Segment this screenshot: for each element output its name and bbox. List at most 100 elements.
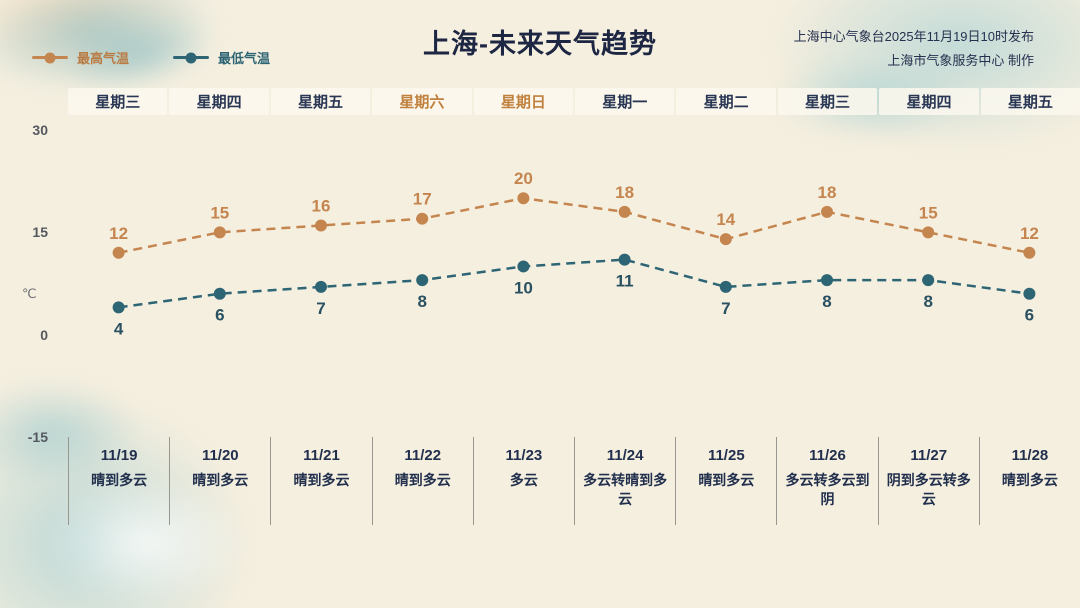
forecast-date: 11/26: [809, 447, 846, 464]
data-point: [618, 253, 631, 266]
legend-label-high: 最高气温: [77, 51, 130, 66]
forecast-weather: 多云转多云到阴: [785, 472, 870, 507]
forecast-weather: 晴到多云: [91, 472, 148, 488]
y-axis-tick: 0: [40, 327, 48, 343]
weekday-cell: 星期日: [473, 88, 574, 115]
data-point-label: 7: [721, 299, 730, 318]
weekday-cell: 星期二: [676, 88, 776, 115]
forecast-weather: 多云: [509, 472, 538, 488]
data-point-label: 18: [818, 183, 837, 202]
forecast-weather: 多云转晴到多云: [583, 472, 668, 507]
data-point: [1023, 246, 1036, 259]
y-axis-tick: -15: [27, 429, 48, 445]
data-point: [922, 226, 935, 239]
forecast-date: 11/23: [505, 447, 543, 464]
forecast-weather: 阴到多云转多云: [886, 472, 971, 507]
weekday-cell: 星期三: [68, 88, 168, 115]
forecast-cell: 11/25 晴到多云: [675, 437, 776, 525]
forecast-date: 11/20: [201, 447, 239, 464]
data-point-label: 10: [514, 278, 533, 297]
forecast-weather: 晴到多云: [394, 472, 451, 488]
data-point: [315, 280, 327, 293]
forecast-weather: 晴到多云: [698, 472, 755, 488]
weekday-cell: 星期三: [777, 88, 878, 115]
forecast-date: 11/21: [303, 447, 340, 464]
data-point: [922, 274, 935, 287]
page-title: 上海-未来天气趋势: [423, 29, 657, 59]
data-point: [517, 260, 530, 273]
weekday-row: 星期三 星期四 星期五 星期六 星期日 星期一 星期二 星期三 星期四 星期五: [68, 88, 1080, 115]
data-point-label: 16: [312, 197, 331, 216]
data-point-label: 18: [615, 183, 634, 202]
data-point-label: 17: [413, 190, 432, 209]
y-axis-tick: 15: [32, 224, 48, 240]
forecast-date: 11/27: [910, 447, 948, 464]
series-line-high: [118, 196, 1030, 255]
data-point: [821, 205, 833, 218]
forecast-weather: 晴到多云: [293, 472, 350, 488]
weekday-cell: 星期六: [372, 88, 472, 115]
series-line-low: [118, 258, 1030, 309]
data-point-label: 8: [923, 292, 932, 311]
data-point-label: 15: [210, 203, 229, 222]
data-point: [618, 205, 631, 218]
data-point: [416, 212, 429, 225]
data-point-label: 15: [919, 203, 938, 222]
data-point-label: 12: [109, 224, 128, 243]
weekday-cell: 星期五: [980, 88, 1080, 115]
data-point: [112, 301, 125, 314]
data-point-label: 14: [716, 210, 735, 229]
forecast-date: 11/24: [606, 447, 644, 464]
legend: 最高气温 最低气温: [32, 48, 270, 67]
data-point: [315, 219, 327, 232]
high-temp-line-marker-icon: [32, 52, 68, 63]
y-axis-tick: 30: [32, 122, 48, 138]
data-point: [719, 280, 732, 293]
forecast-date: 11/19: [100, 447, 138, 464]
forecast-weather: 晴到多云: [1001, 472, 1058, 488]
weekday-cell: 星期五: [270, 88, 371, 115]
forecast-table: 11/19 晴到多云 11/20 晴到多云 11/21 晴到多云 11/22 晴到多云 11/2…: [68, 437, 1080, 529]
data-point: [416, 274, 429, 287]
data-point: [821, 274, 833, 287]
forecast-cell: 11/20 晴到多云: [169, 437, 270, 525]
forecast-cell: 11/22 晴到多云: [371, 437, 473, 525]
forecast-cell: 11/21 晴到多云: [270, 437, 371, 525]
data-point-label: 6: [1025, 306, 1034, 325]
forecast-cell: 11/28 晴到多云: [978, 437, 1080, 525]
forecast-date: 11/25: [707, 447, 745, 464]
data-point: [213, 226, 226, 239]
data-point-label: 4: [114, 319, 124, 338]
data-point-label: 11: [616, 272, 634, 291]
data-point: [517, 192, 530, 205]
forecast-cell: 11/27 阴到多云转多云: [877, 437, 979, 525]
data-point: [719, 233, 732, 246]
weekday-cell: 星期四: [879, 88, 979, 115]
data-point-label: 8: [417, 292, 426, 311]
y-axis-unit-label: ℃: [22, 286, 37, 301]
forecast-weather: 晴到多云: [192, 472, 249, 488]
data-point: [1023, 287, 1036, 300]
data-point-label: 20: [514, 169, 533, 188]
forecast-cell: 11/19 晴到多云: [68, 437, 169, 525]
data-point-label: 7: [316, 299, 325, 318]
weekday-cell: 星期一: [575, 88, 675, 115]
data-point: [213, 287, 226, 300]
source-line-1: 上海中心气象台2025年11月19日10时发布: [793, 29, 1034, 44]
legend-item-high-temp: 最高气温: [32, 48, 129, 67]
forecast-date: 11/22: [404, 447, 442, 464]
legend-label-low: 最低气温: [218, 51, 271, 66]
weekday-cell: 星期四: [169, 88, 269, 115]
forecast-date: 11/28: [1011, 447, 1049, 464]
data-point-label: 12: [1020, 224, 1039, 243]
source-line-2: 上海市气象服务中心 制作: [887, 53, 1034, 68]
forecast-cell: 11/23 多云: [472, 437, 574, 525]
low-temp-line-marker-icon: [173, 52, 210, 63]
data-point-label: 8: [822, 292, 831, 311]
forecast-cell: 11/26 多云转多云到阴: [776, 437, 877, 525]
data-point-label: 6: [215, 306, 224, 325]
forecast-cell: 11/24 多云转晴到多云: [574, 437, 675, 525]
data-point: [112, 246, 125, 259]
low-temp-dot-icon: [185, 52, 197, 63]
